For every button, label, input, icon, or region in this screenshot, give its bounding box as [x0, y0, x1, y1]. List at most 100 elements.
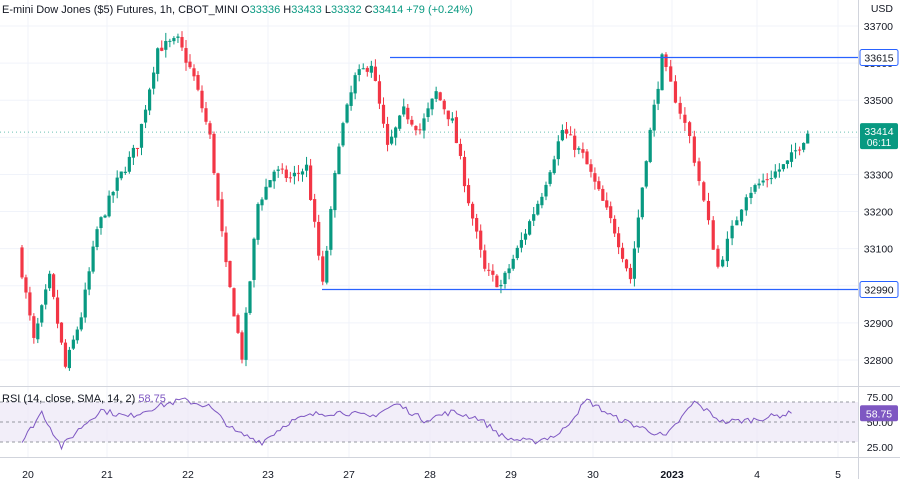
candle-body — [769, 178, 773, 180]
support-tag-box — [859, 281, 899, 298]
candle-body — [280, 168, 284, 170]
candle-body — [442, 100, 446, 110]
candle-body — [288, 177, 292, 179]
candle-body — [59, 322, 64, 343]
candle-body — [296, 172, 301, 174]
candle-body — [739, 209, 744, 222]
time-tick-label: 21 — [101, 469, 113, 479]
candle-body — [349, 92, 353, 106]
candle-body — [721, 259, 725, 267]
last-price-box — [860, 123, 898, 150]
candle-body — [79, 317, 83, 330]
candle-body — [333, 173, 337, 211]
candle-body — [569, 134, 573, 136]
candle-body — [656, 88, 660, 104]
candle-body — [373, 66, 377, 81]
candle-body — [361, 68, 365, 70]
candle-body — [123, 171, 127, 174]
candle-body — [609, 206, 613, 219]
candle-body — [345, 104, 349, 123]
candle-body — [139, 123, 144, 148]
candle-body — [664, 54, 668, 67]
candle-body — [487, 269, 491, 271]
candle-body — [581, 149, 585, 153]
candle-body — [540, 196, 544, 206]
candle-body — [304, 164, 309, 171]
candle-body — [617, 233, 621, 248]
time-tick-label: 30 — [587, 469, 599, 479]
candle-body — [224, 232, 228, 263]
candle-body — [450, 118, 454, 121]
candle-body — [702, 182, 706, 201]
candle-body — [48, 273, 52, 289]
candle-body — [252, 238, 256, 280]
candle-body — [357, 69, 361, 76]
rsi-tick-label: 75.00 — [867, 392, 893, 404]
candle-body — [793, 150, 798, 152]
candle-body — [240, 332, 244, 360]
candle-body — [143, 109, 148, 123]
candle-body — [669, 66, 673, 82]
candle-body — [216, 173, 220, 201]
candle-body — [385, 123, 390, 145]
candle-body — [272, 171, 276, 182]
candle-body — [785, 160, 790, 164]
candle-body — [507, 268, 511, 274]
candle-body — [369, 65, 373, 73]
candle-body — [329, 208, 333, 250]
price-tick-label: 33500 — [864, 95, 893, 107]
candle-body — [462, 156, 467, 187]
candle-body — [446, 110, 450, 120]
candle-body — [200, 90, 204, 109]
candle-body — [164, 41, 168, 50]
candle-body — [20, 247, 24, 278]
candle-body — [337, 146, 341, 175]
candle-body — [192, 68, 196, 77]
candle-body — [44, 289, 48, 305]
candle-body — [196, 75, 200, 90]
candle-body — [532, 214, 536, 221]
candle-body — [753, 185, 757, 192]
candle-body — [418, 129, 422, 131]
candle-body — [131, 147, 135, 158]
candle-body — [544, 184, 548, 197]
candle-body — [402, 106, 406, 115]
time-tick-label: 29 — [505, 469, 517, 479]
candle-body — [236, 315, 240, 333]
rsi-label: RSI (14, close, SMA, 14, 2) — [2, 393, 136, 405]
candle-body — [381, 104, 386, 124]
time-tick-label: 22 — [182, 469, 194, 479]
time-tick-label: 28 — [424, 469, 436, 479]
candle-body — [577, 148, 581, 150]
candle-body — [292, 172, 296, 177]
rsi-current-value: 58.75 — [138, 393, 166, 405]
candle-body — [644, 161, 648, 187]
candle-body — [620, 247, 625, 259]
candle-body — [398, 115, 402, 129]
candle-body — [107, 195, 111, 217]
candle-body — [660, 54, 664, 91]
candle-body — [652, 104, 656, 131]
time-tick-label: 20 — [22, 469, 34, 479]
candle-body — [220, 199, 224, 232]
candle-body — [309, 165, 313, 200]
candle-body — [560, 129, 564, 141]
candle-body — [176, 36, 180, 38]
candle-body — [414, 125, 418, 131]
candle-body — [716, 248, 720, 267]
candle-body — [317, 221, 321, 256]
rsi-tick-label: 25.00 — [867, 442, 893, 454]
candle-body — [377, 81, 382, 104]
candle-body — [168, 40, 172, 42]
candle-body — [148, 89, 152, 111]
candle-body — [706, 200, 711, 221]
candle-body — [528, 221, 532, 235]
candle-body — [91, 246, 95, 272]
candle-body — [683, 114, 687, 123]
close-label: C — [364, 4, 373, 16]
candle-body — [430, 98, 434, 110]
close-value: 33414 — [372, 4, 404, 16]
